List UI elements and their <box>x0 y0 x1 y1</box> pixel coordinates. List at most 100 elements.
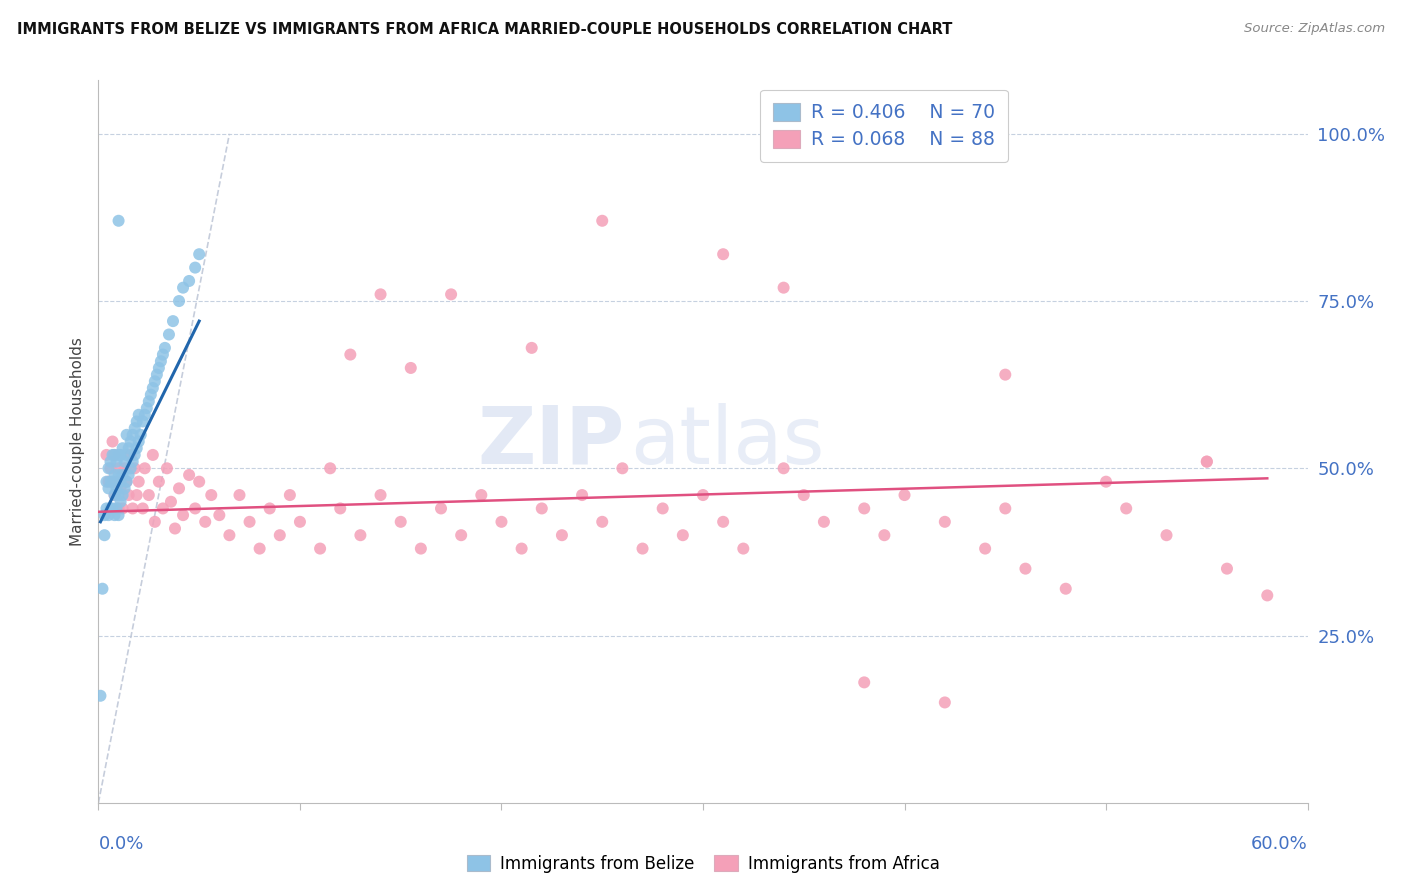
Point <box>934 696 956 710</box>
Point <box>111 467 134 482</box>
Point <box>711 515 734 529</box>
Point <box>651 501 673 516</box>
Point <box>994 368 1017 382</box>
Point <box>409 541 432 556</box>
Point <box>491 515 513 529</box>
Point <box>188 247 211 261</box>
Point <box>101 448 124 462</box>
Point <box>184 260 207 275</box>
Point <box>121 501 143 516</box>
Point <box>440 287 463 301</box>
Point <box>110 475 132 489</box>
Point <box>107 214 129 228</box>
Point <box>149 354 172 368</box>
Text: IMMIGRANTS FROM BELIZE VS IMMIGRANTS FROM AFRICA MARRIED-COUPLE HOUSEHOLDS CORRE: IMMIGRANTS FROM BELIZE VS IMMIGRANTS FRO… <box>17 22 952 37</box>
Point <box>167 294 190 309</box>
Point <box>97 461 120 475</box>
Point <box>120 434 142 449</box>
Point <box>278 488 301 502</box>
Point <box>121 427 143 442</box>
Point <box>399 361 422 376</box>
Point <box>100 501 122 516</box>
Point <box>107 501 129 516</box>
Point <box>1115 501 1137 516</box>
Point <box>631 541 654 556</box>
Point <box>129 427 152 442</box>
Point <box>125 414 148 429</box>
Point <box>105 501 128 516</box>
Point <box>520 341 543 355</box>
Point <box>103 508 125 523</box>
Point <box>148 361 170 376</box>
Point <box>105 455 128 469</box>
Point <box>208 508 231 523</box>
Point <box>111 442 134 455</box>
Point <box>120 461 142 475</box>
Text: Source: ZipAtlas.com: Source: ZipAtlas.com <box>1244 22 1385 36</box>
Point <box>612 461 634 475</box>
Point <box>91 582 114 596</box>
Point <box>121 455 143 469</box>
Point <box>107 467 129 482</box>
Point <box>692 488 714 502</box>
Point <box>110 482 132 496</box>
Point <box>101 434 124 449</box>
Point <box>124 448 146 462</box>
Point <box>329 501 352 516</box>
Point <box>111 488 134 502</box>
Point <box>172 281 194 295</box>
Point <box>100 455 122 469</box>
Point <box>118 442 141 455</box>
Point <box>530 501 553 516</box>
Point <box>100 461 122 475</box>
Point <box>120 448 142 462</box>
Point <box>97 475 120 489</box>
Point <box>162 314 184 328</box>
Point <box>184 501 207 516</box>
Point <box>115 475 138 489</box>
Point <box>249 541 271 556</box>
Point <box>110 494 132 508</box>
Point <box>309 541 332 556</box>
Point <box>157 327 180 342</box>
Point <box>1216 562 1239 576</box>
Point <box>103 488 125 502</box>
Point <box>1095 475 1118 489</box>
Point <box>591 515 613 529</box>
Point <box>1195 455 1218 469</box>
Point <box>97 482 120 496</box>
Point <box>96 448 118 462</box>
Legend: Immigrants from Belize, Immigrants from Africa: Immigrants from Belize, Immigrants from … <box>460 848 946 880</box>
Point <box>114 482 136 496</box>
Point <box>1256 589 1278 603</box>
Point <box>103 467 125 482</box>
Text: 60.0%: 60.0% <box>1251 835 1308 854</box>
Point <box>672 528 695 542</box>
Point <box>160 494 183 508</box>
Point <box>450 528 472 542</box>
Point <box>115 448 138 462</box>
Point <box>103 488 125 502</box>
Point <box>93 528 115 542</box>
Text: ZIP: ZIP <box>477 402 624 481</box>
Point <box>152 348 174 362</box>
Point <box>105 482 128 496</box>
Point <box>132 501 155 516</box>
Point <box>156 461 179 475</box>
Point <box>163 521 186 535</box>
Point <box>571 488 593 502</box>
Point <box>115 475 138 489</box>
Point <box>118 488 141 502</box>
Point <box>107 448 129 462</box>
Point <box>128 434 150 449</box>
Point <box>110 448 132 462</box>
Point <box>510 541 533 556</box>
Point <box>103 448 125 462</box>
Point <box>105 475 128 489</box>
Point <box>172 508 194 523</box>
Point <box>179 467 201 482</box>
Point <box>114 461 136 475</box>
Point <box>143 375 166 389</box>
Point <box>139 387 162 401</box>
Point <box>551 528 574 542</box>
